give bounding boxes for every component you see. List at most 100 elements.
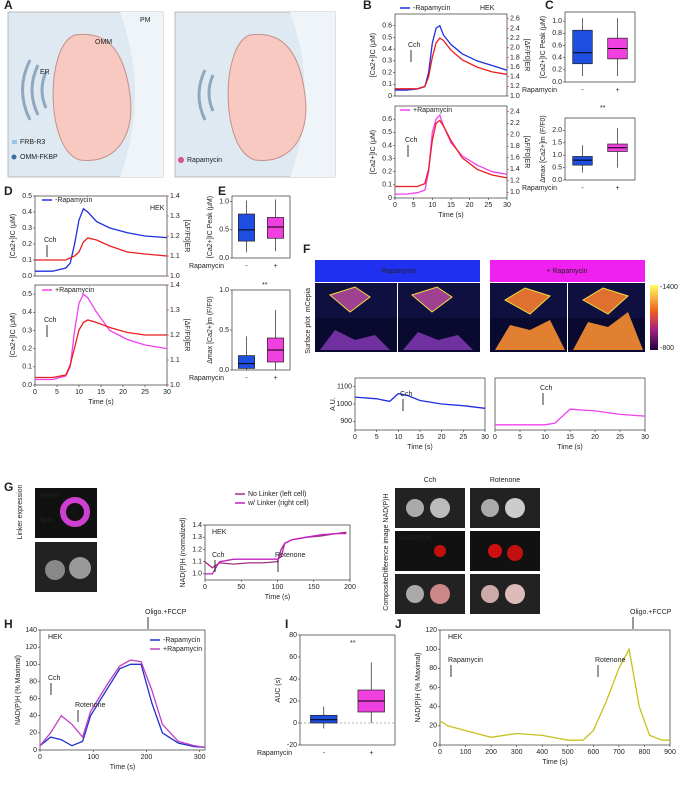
y-tick-label: -20 <box>287 742 297 749</box>
x-axis-label: Rapamycin <box>522 87 557 94</box>
y-tick-label: 140 <box>25 627 37 634</box>
y-tick-label: 0.5 <box>382 34 392 41</box>
label: PM <box>140 17 151 24</box>
label: Surface plot <box>305 316 312 353</box>
y2-tick-label: 1.2 <box>170 233 180 240</box>
y-axis-label: A.U. <box>330 397 337 411</box>
plot-frame <box>354 377 486 431</box>
x-tick-label: 50 <box>237 584 245 591</box>
y-tick-label: 0.2 <box>382 169 392 176</box>
x-tick-label: 10 <box>541 434 549 441</box>
x-tick-label: 0 <box>203 584 207 591</box>
annotation: ** <box>262 282 268 289</box>
x-tick-label: 10 <box>428 202 436 209</box>
y2-tick-label: 1.0 <box>170 273 180 280</box>
y-axis-label: [Ca2+]IC Peak (μM) <box>207 196 214 258</box>
x-tick-label: 25 <box>616 434 624 441</box>
y-tick-label: 0.4 <box>552 54 562 61</box>
y2-axis-label: [ΔF/F0]ER <box>183 319 190 352</box>
data-line <box>35 237 168 261</box>
y-tick-label: 0.5 <box>219 327 229 334</box>
x-tick-label: 15 <box>97 389 105 396</box>
x-tick-label: 25 <box>459 434 467 441</box>
data-line <box>35 207 168 272</box>
legend-label: -Rapamycin <box>163 637 200 644</box>
y-tick-label: 0.0 <box>22 273 32 280</box>
plot-frame <box>39 629 206 751</box>
image-panels <box>35 283 658 614</box>
y2-tick-label: 1.1 <box>170 357 180 364</box>
x-tick-label: 10 <box>394 434 402 441</box>
header-box <box>490 260 645 282</box>
y-axis-label: AUC (s) <box>275 678 282 703</box>
x-tick-label: 150 <box>308 584 320 591</box>
y-tick-label: 1.0 <box>192 571 202 578</box>
y-tick-label: 0.5 <box>552 164 562 171</box>
x-axis-label: Rapamycin <box>189 375 224 382</box>
box <box>267 217 284 239</box>
data-line <box>204 531 347 569</box>
x-tick-label: 200 <box>485 749 497 756</box>
label: Cch <box>424 477 437 484</box>
x-axis-label: Rapamycin <box>522 185 557 192</box>
label: OMM-FKBP <box>20 154 58 161</box>
label: ER <box>40 69 50 76</box>
legend-label: +Rapamycin <box>413 107 452 114</box>
label: J <box>395 617 402 631</box>
y-axis-label: Δmax [Ca2+]m (F/F0) <box>207 296 214 364</box>
x-axis-label: Time (s) <box>88 399 113 406</box>
x-tick-label: 0 <box>438 749 442 756</box>
data-line <box>205 532 347 575</box>
annotation: HEK <box>212 529 227 536</box>
y-tick-label: 0 <box>388 195 392 202</box>
plot-frame <box>231 195 291 259</box>
label: OMM <box>95 39 112 46</box>
label: Rotenone <box>490 477 520 484</box>
y-tick-label: 0.1 <box>382 81 392 88</box>
label: FRB-R3 <box>20 139 45 146</box>
data-line <box>495 408 646 426</box>
x-tick-label: 800 <box>639 749 651 756</box>
y-axis-label: NAD(P)H (% Maximal) <box>415 653 422 723</box>
y2-tick-label: 2.0 <box>510 45 520 52</box>
label: C <box>545 0 554 12</box>
data-line <box>439 647 670 741</box>
x-tick-label: 20 <box>466 202 474 209</box>
data-line <box>39 659 206 749</box>
annotation: Cch <box>540 385 553 392</box>
y-axis-label: [Ca2+]IC (μM) <box>10 313 17 357</box>
y-tick-label: 1.1 <box>192 559 202 566</box>
y-tick-label: 1.2 <box>192 546 202 553</box>
label: E <box>218 184 226 198</box>
category-label: + <box>615 185 619 192</box>
x-axis-label: Time (s) <box>265 594 290 601</box>
y2-axis-label: [ΔF/F0]ER <box>523 39 530 72</box>
x-tick-label: 15 <box>416 434 424 441</box>
y-tick-label: 0.5 <box>382 129 392 136</box>
x-tick-label: 300 <box>194 754 206 761</box>
x-tick-label: 15 <box>447 202 455 209</box>
y-tick-label: 0.0 <box>552 79 562 86</box>
x-axis-label: Rapamycin <box>257 750 292 757</box>
label: - Rapamycin <box>377 268 416 275</box>
y2-tick-label: 1.8 <box>510 143 520 150</box>
annotation: HEK <box>150 205 165 212</box>
x-tick-label: 0 <box>33 389 37 396</box>
y-tick-label: 60 <box>29 695 37 702</box>
x-tick-label: 100 <box>460 749 472 756</box>
category-label: - <box>245 375 248 382</box>
y-tick-label: 60 <box>289 654 297 661</box>
annotation: Cch <box>405 137 418 144</box>
label: -800 <box>660 345 674 352</box>
y-axis-label: NAD(P)H (% Maximal) <box>15 655 22 725</box>
x-tick-label: 5 <box>375 434 379 441</box>
label: B <box>363 0 372 12</box>
y-tick-label: 1.3 <box>192 534 202 541</box>
annotation: ** <box>350 640 356 647</box>
y-tick-label: 0.3 <box>382 155 392 162</box>
y-tick-label: 1.4 <box>192 522 202 529</box>
annotation: ** <box>600 105 606 112</box>
y-tick-label: 0.4 <box>22 309 32 316</box>
y-tick-label: 120 <box>425 627 437 634</box>
y-tick-label: 2.0 <box>552 127 562 134</box>
